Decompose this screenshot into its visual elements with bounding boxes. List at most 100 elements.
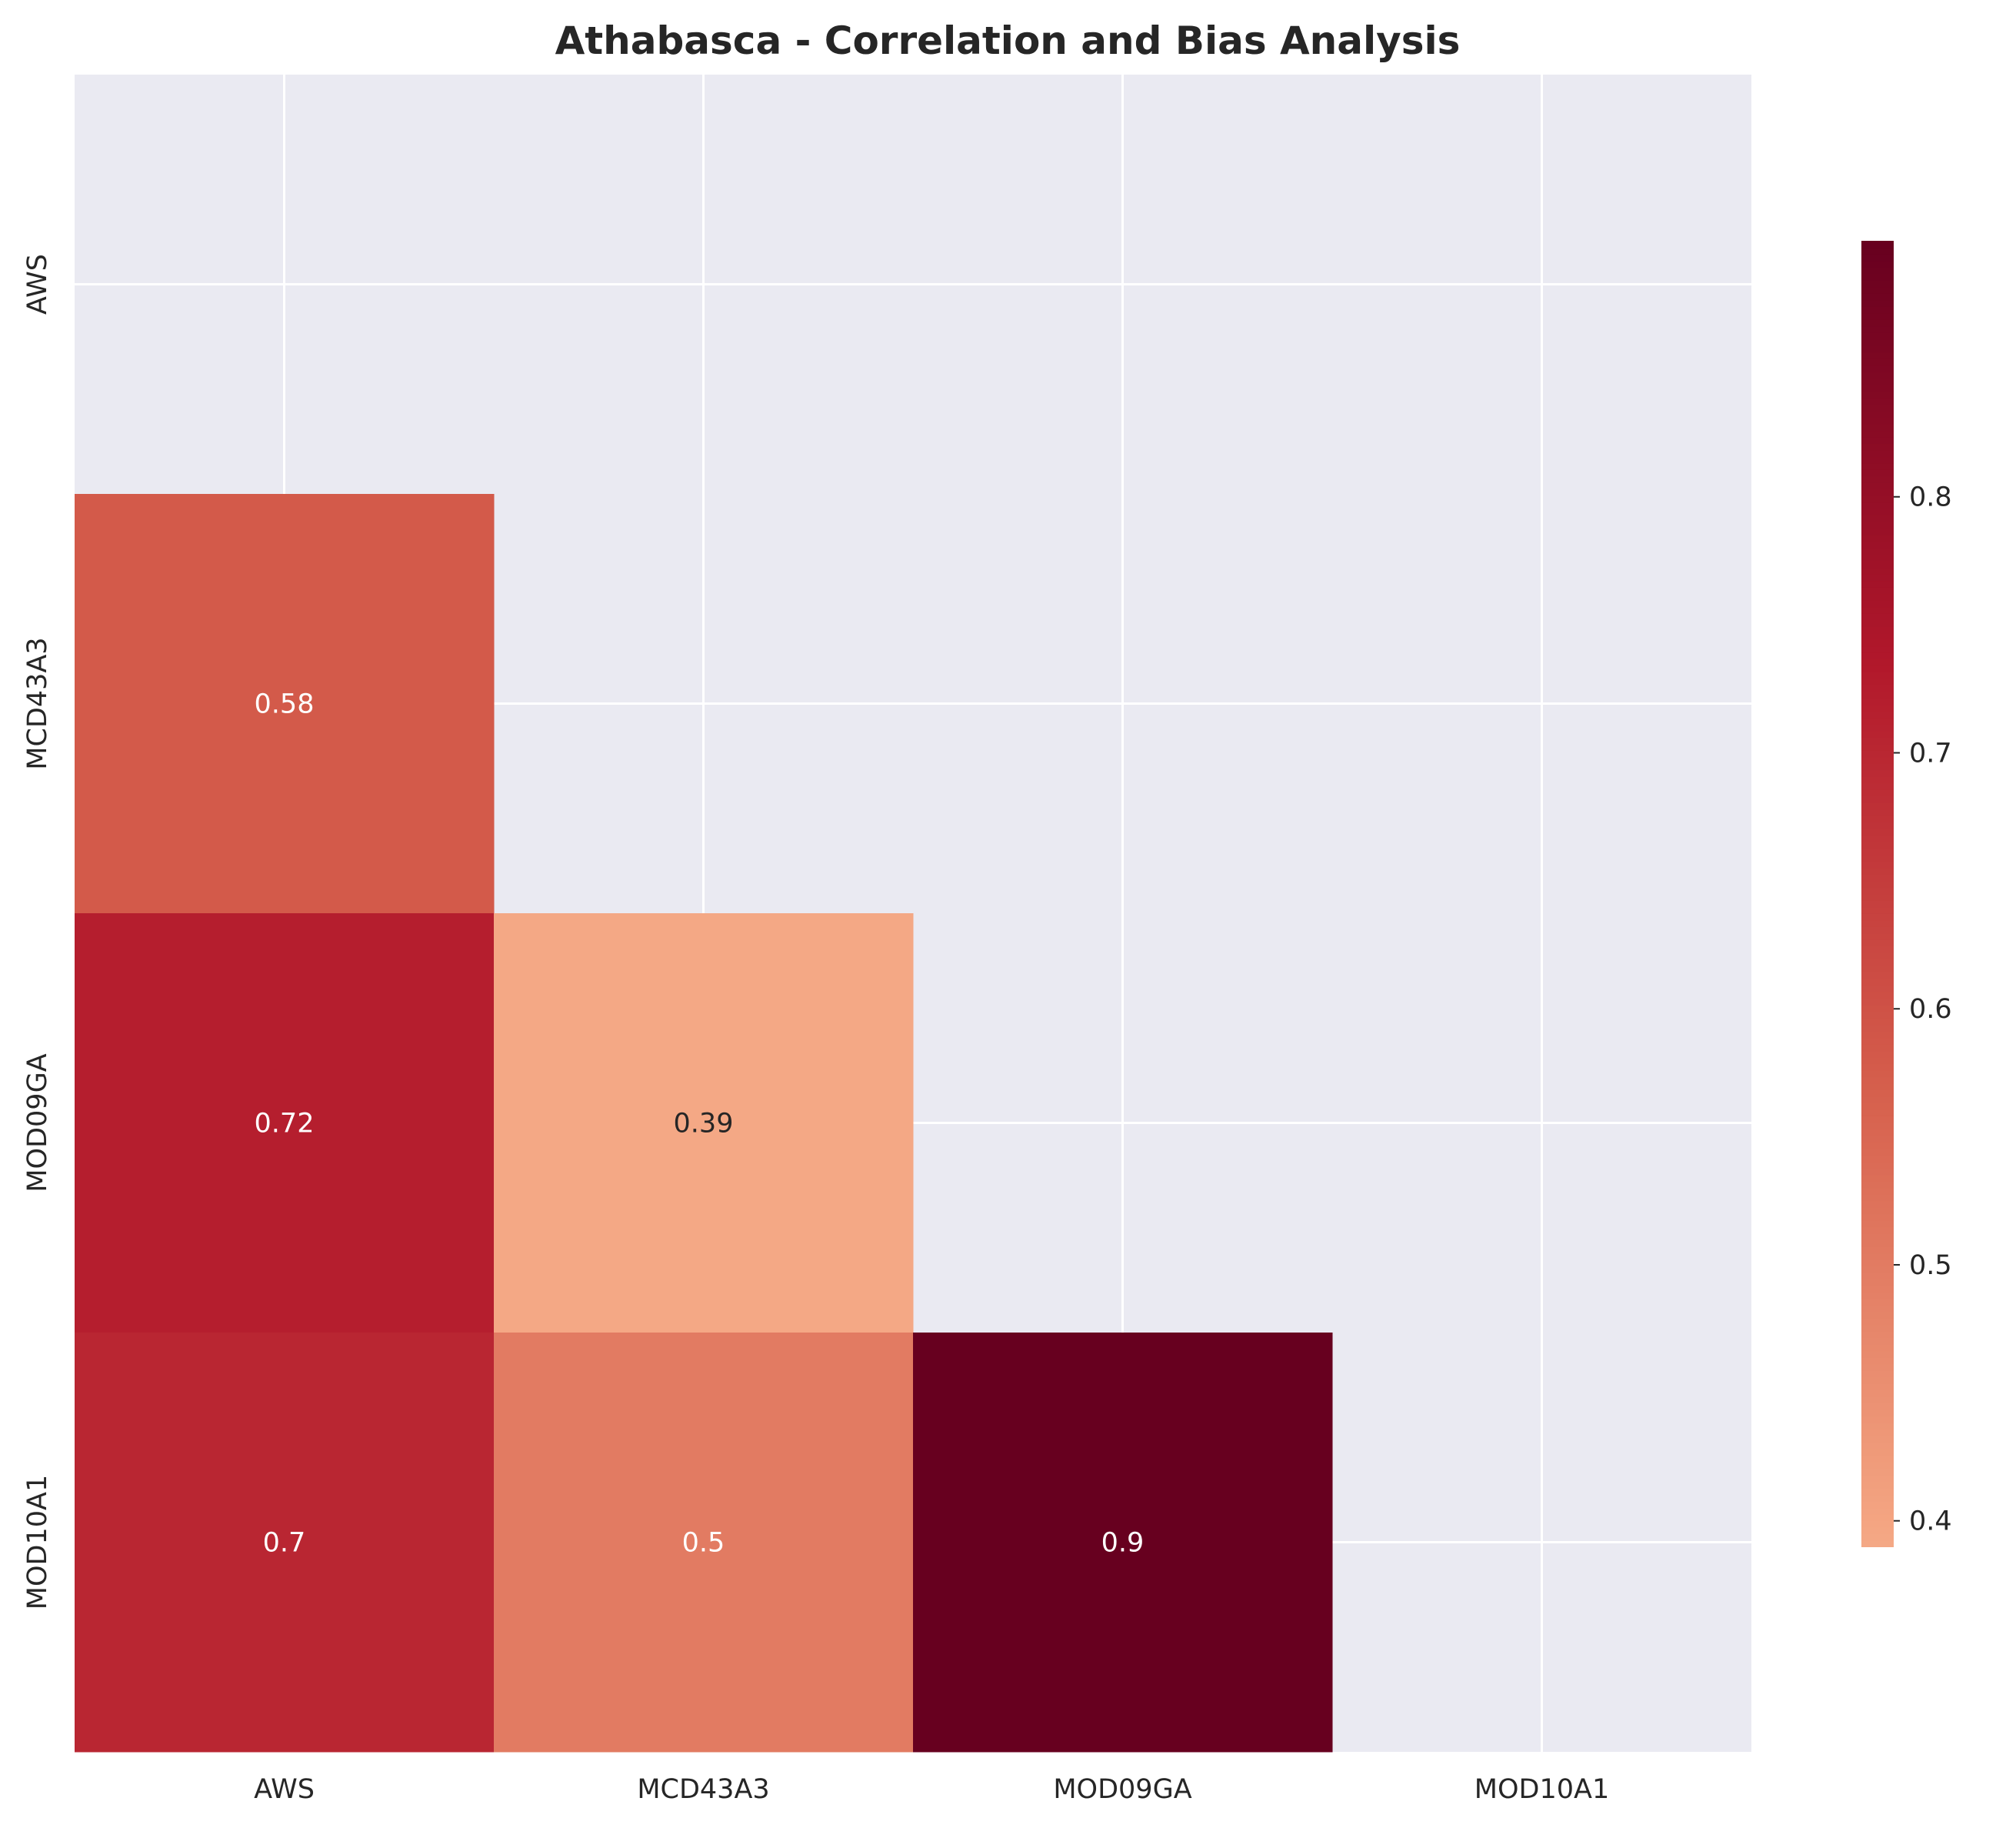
colorbar-segment [1861, 586, 1894, 595]
colorbar-segment [1861, 978, 1894, 986]
colorbar-segment [1861, 1324, 1894, 1332]
colorbar-segment [1861, 789, 1894, 797]
colorbar-segment [1861, 319, 1894, 327]
colorbar-segment [1861, 1396, 1894, 1404]
colorbar-segment [1861, 332, 1894, 340]
cell-value-label: 0.39 [674, 1109, 734, 1139]
colorbar-segment [1861, 1520, 1894, 1528]
colorbar-segment [1861, 312, 1894, 320]
colorbar-segment [1861, 952, 1894, 960]
colorbar-segment [1861, 1180, 1894, 1189]
colorbar-segment [1861, 749, 1894, 758]
colorbar-segment [1861, 1448, 1894, 1456]
colorbar-segment [1861, 1369, 1894, 1378]
colorbar-segment [1861, 796, 1894, 803]
colorbar-segment [1861, 247, 1894, 255]
colorbar-segment [1861, 678, 1894, 686]
colorbar-segment [1861, 456, 1894, 464]
colorbar-segment [1861, 815, 1894, 823]
colorbar-segment [1861, 1024, 1894, 1032]
colorbar-segment [1861, 1030, 1894, 1039]
colorbar-segment [1861, 462, 1894, 470]
colorbar-segment [1861, 1266, 1894, 1273]
colorbar-segment [1861, 730, 1894, 738]
colorbar-segment [1861, 1350, 1894, 1358]
colorbar-segment [1861, 848, 1894, 856]
colorbar-segment [1861, 998, 1894, 1006]
colorbar-segment [1861, 515, 1894, 522]
colorbar-segment [1861, 932, 1894, 940]
colorbar-segment [1861, 1135, 1894, 1142]
colorbar-segment [1861, 1122, 1894, 1129]
colorbar-segment [1861, 449, 1894, 458]
colorbar-segment [1861, 1148, 1894, 1156]
colorbar-segment [1861, 273, 1894, 281]
colorbar-segment [1861, 619, 1894, 627]
colorbar-segment [1861, 1474, 1894, 1483]
colorbar-segment [1861, 899, 1894, 908]
colorbar-segment [1861, 378, 1894, 385]
colorbar-segment [1861, 912, 1894, 921]
colorbar-segment [1861, 717, 1894, 725]
colorbar-segment [1861, 1161, 1894, 1169]
colorbar-segment [1861, 1187, 1894, 1195]
colorbar-segment [1861, 436, 1894, 445]
colorbar-segment [1861, 802, 1894, 810]
colorbar-segment [1861, 599, 1894, 608]
colorbar-segment [1861, 365, 1894, 372]
colorbar-segment [1861, 404, 1894, 412]
colorbar-segment [1861, 534, 1894, 542]
x-tick-label: MCD43A3 [637, 1774, 769, 1805]
colorbar-segment [1861, 253, 1894, 262]
colorbar-segment [1861, 1174, 1894, 1182]
colorbar-segment [1861, 1043, 1894, 1052]
colorbar-segment [1861, 828, 1894, 836]
colorbar-segment [1861, 906, 1894, 914]
colorbar-segment [1861, 1500, 1894, 1509]
colorbar-segment [1861, 691, 1894, 699]
colorbar-segment [1861, 919, 1894, 927]
colorbar-tick-label: 0.7 [1909, 738, 1952, 769]
colorbar-segment [1861, 1533, 1894, 1541]
colorbar-segment [1861, 573, 1894, 582]
colorbar-segment [1861, 305, 1894, 314]
colorbar-segment [1861, 1193, 1894, 1202]
colorbar-segment [1861, 1468, 1894, 1476]
y-tick-label: MOD09GA [22, 1053, 53, 1192]
colorbar-segment [1861, 1337, 1894, 1345]
colorbar-segment [1861, 1416, 1894, 1423]
colorbar-segment [1861, 1539, 1894, 1547]
colorbar-segment [1861, 1292, 1894, 1299]
colorbar-segment [1861, 1154, 1894, 1163]
colorbar-segment [1861, 521, 1894, 529]
colorbar-segment [1861, 776, 1894, 784]
x-tick-label: AWS [254, 1774, 315, 1805]
colorbar-segment [1861, 985, 1894, 992]
colorbar-segment [1861, 260, 1894, 268]
colorbar-segment [1861, 861, 1894, 869]
colorbar-segment [1861, 1017, 1894, 1026]
heatmap-cell [913, 1333, 1333, 1753]
heatmap-cell [75, 1333, 495, 1753]
colorbar-segment [1861, 880, 1894, 889]
colorbar-segment [1861, 345, 1894, 353]
colorbar-segment [1861, 710, 1894, 719]
colorbar-segment [1861, 339, 1894, 346]
y-tick-label: MCD43A3 [22, 637, 53, 769]
colorbar-segment [1861, 1246, 1894, 1254]
colorbar-segment [1861, 241, 1894, 249]
colorbar-segment [1861, 528, 1894, 535]
colorbar-segment [1861, 469, 1894, 477]
colorbar-segment [1861, 1089, 1894, 1097]
colorbar-segment [1861, 1285, 1894, 1293]
colorbar-segment [1861, 645, 1894, 653]
colorbar-segment [1861, 762, 1894, 771]
colorbar-segment [1861, 665, 1894, 673]
colorbar-segment [1861, 1004, 1894, 1012]
y-tick-label: AWS [22, 254, 53, 315]
colorbar-segment [1861, 1376, 1894, 1384]
colorbar-segment [1861, 547, 1894, 555]
colorbar-segment [1861, 697, 1894, 706]
colorbar-segment [1861, 625, 1894, 634]
heatmap-cell [75, 913, 495, 1333]
